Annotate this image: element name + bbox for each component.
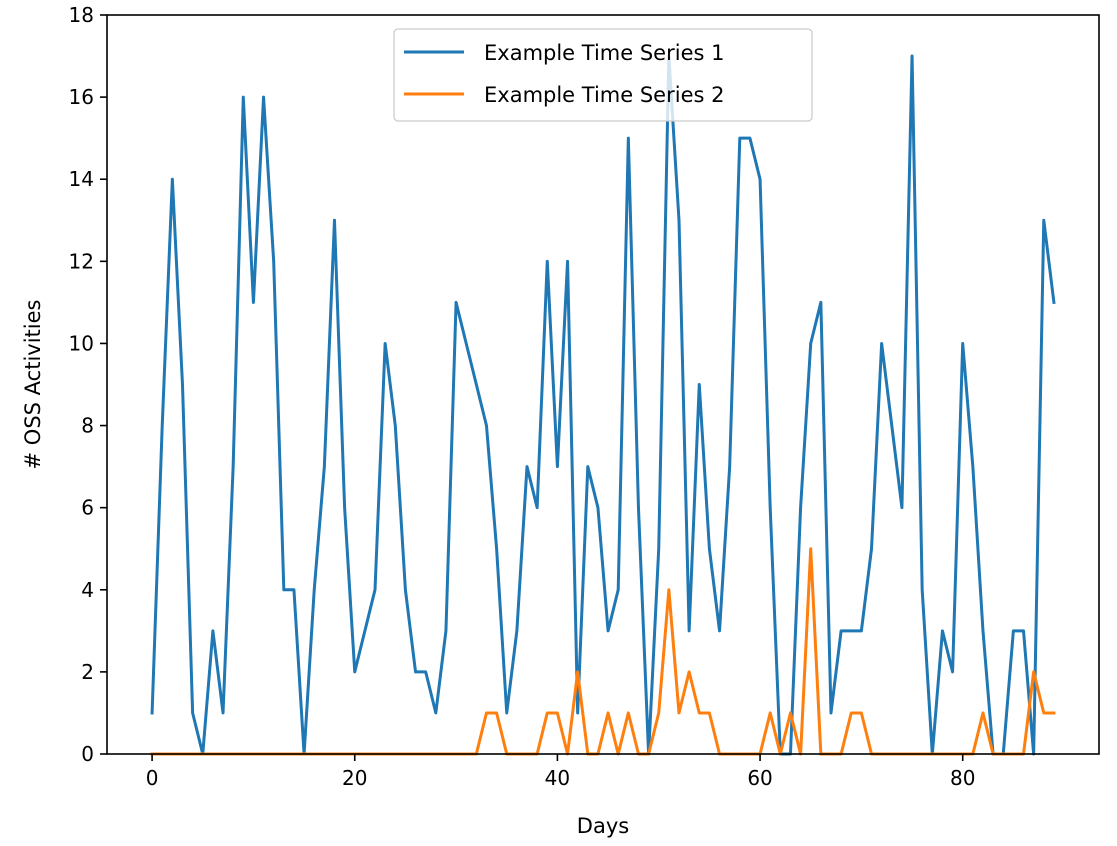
y-axis: 0 2 4 6 8 10 12 14 16 18 [69,3,107,766]
x-axis: 0 20 40 60 80 [146,754,975,790]
x-tick-label: 60 [747,766,772,790]
y-tick-label: 18 [69,3,94,27]
y-tick-label: 14 [69,167,94,191]
y-tick-label: 12 [69,249,94,273]
x-tick-label: 0 [146,766,159,790]
y-tick-label: 6 [81,496,94,520]
plot-frame [106,14,1100,755]
x-axis-label: Days [577,814,629,838]
legend-box [393,28,813,122]
legend: Example Time Series 1 Example Time Series… [393,28,813,122]
y-tick-label: 8 [81,414,94,438]
y-tick-label: 2 [81,660,94,684]
y-tick-label: 16 [69,85,94,109]
y-tick-label: 4 [81,578,94,602]
x-tick-label: 40 [545,766,570,790]
y-tick-label: 10 [69,331,94,355]
x-tick-label: 20 [342,766,367,790]
legend-label-1: Example Time Series 1 [484,41,724,65]
x-tick-label: 80 [950,766,975,790]
series-line-1 [150,54,1056,756]
legend-label-2: Example Time Series 2 [484,83,724,107]
y-tick-label: 0 [81,742,94,766]
y-axis-label: # OSS Activities [21,300,45,470]
